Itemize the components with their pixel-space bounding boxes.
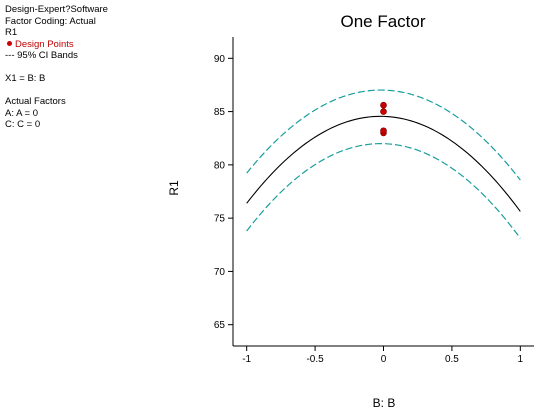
design-point [380,108,387,115]
design-points-label: Design Points [15,38,74,50]
x-tick-label: -0.5 [306,354,324,365]
x-axis-label: B: B [373,396,396,410]
factor-c-label: C: C = 0 [5,119,41,130]
factor-a-label: A: A = 0 [5,107,39,119]
design-point [380,101,387,109]
x-tick-label: -1 [242,354,251,365]
response-label: R1 [5,27,18,38]
y-tick-label: 90 [214,54,226,65]
y-tick-label: 75 [214,214,226,225]
software-label: Design-Expert?Software [5,4,108,15]
ci-upper-line [246,89,521,181]
axes: 65 70 75 80 85 90 -1 -0.5 0 0.5 1 [214,37,534,365]
design-points [380,101,387,137]
series-group [246,89,521,239]
x-tick-label: 1 [518,354,524,365]
x-tick-label: 0 [381,354,387,365]
y-axis-label: R1 [167,180,181,196]
chart-title: One Factor [340,12,425,31]
y-tick-label: 85 [214,107,226,118]
y-tick-label: 70 [214,267,226,278]
ci-lower-line [246,143,521,239]
y-tick-label: 65 [214,320,226,331]
ci-bands-legend: --- 95% CI Bands [5,50,78,61]
design-point-icon [7,40,12,46]
y-tick-label: 80 [214,160,226,171]
info-panel: Design-Expert?Software Factor Coding: Ac… [5,4,108,131]
actual-factors-title: Actual Factors [5,96,66,107]
x-tick-label: 0.5 [445,354,459,365]
factor-coding-label: Factor Coding: Actual [5,15,96,27]
fit-line [246,115,521,212]
x1-label: X1 = B: B [5,73,46,84]
design-point [380,127,387,135]
design-points-legend: Design Points [5,39,108,51]
